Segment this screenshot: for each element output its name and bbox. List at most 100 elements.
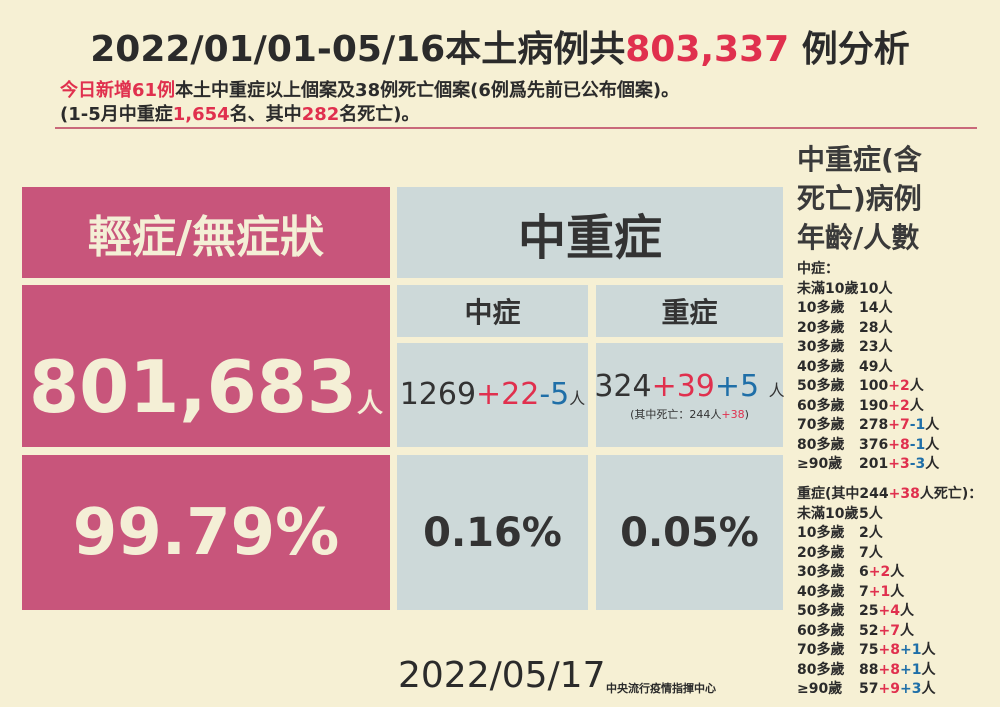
list-row: 未滿10歲5人	[797, 505, 982, 525]
unit: 人	[878, 319, 893, 336]
age: 30多歲	[797, 339, 845, 355]
list-row: 未滿10歲10人	[797, 280, 939, 300]
count: 376	[859, 436, 889, 453]
count: 100	[859, 378, 889, 394]
list-row: 60多歲 52+7人	[797, 622, 982, 642]
unit: 人	[925, 456, 940, 472]
age: 10多歲	[797, 525, 845, 541]
subtitle-text: 名、其中	[229, 104, 302, 125]
change: +3	[899, 681, 922, 697]
unit: 人	[925, 436, 940, 453]
label-text: 人死亡)：	[919, 486, 983, 502]
list-row: 30多歲 23人	[797, 338, 939, 358]
change: +5	[714, 368, 760, 404]
count: 28	[859, 319, 879, 336]
added: +1	[868, 583, 891, 600]
added: +4	[878, 603, 900, 619]
count: 324	[594, 368, 652, 404]
added: +7	[878, 622, 900, 639]
change: +1	[899, 661, 922, 678]
added: +8	[878, 661, 900, 678]
change: -3	[909, 456, 926, 472]
count: 7	[859, 583, 869, 600]
change: -1	[909, 417, 926, 433]
unit: 人	[569, 389, 586, 408]
list-row: 70多歲 278+7-1人	[797, 416, 939, 436]
severe-list: 重症(其中244+38人死亡)： 未滿10歲5人 10多歲 2人 20多歲 7人 30多歲…	[797, 485, 982, 700]
unit: 人	[921, 642, 936, 658]
age: 70多歲	[797, 417, 845, 433]
list-row: ≥90歲 201+3-3人	[797, 455, 939, 475]
age: ≥90歲	[797, 681, 843, 697]
age: 70多歲	[797, 642, 845, 658]
added: +39	[651, 368, 715, 404]
list-row: 30多歲 6+2人	[797, 563, 982, 583]
age: 80多歲	[797, 661, 845, 678]
unit: 人	[878, 280, 893, 297]
count: 7	[859, 544, 869, 561]
count: 801,683	[29, 345, 357, 429]
percent: 99.79%	[72, 495, 340, 570]
unit: 人	[768, 380, 785, 400]
title-text: 2022/01/01-05/16本土病例共	[90, 29, 626, 70]
count: 278	[859, 417, 889, 433]
count: 23	[859, 339, 879, 355]
unit: 人	[899, 603, 914, 619]
count: 57	[859, 681, 879, 697]
count: 88	[859, 661, 879, 678]
unit: 人	[921, 661, 936, 678]
unit: 人	[909, 397, 924, 414]
severe-subheader: 重症	[596, 285, 783, 337]
moderate-list: 中症： 未滿10歲10人 10多歲 14人 20多歲 28人 30多歲 23 人 40多歲 49 人…	[797, 260, 939, 475]
age: 40多歲	[797, 358, 845, 375]
unit: 人	[868, 544, 883, 561]
age: 80多歲	[797, 436, 845, 453]
age: 10多歲	[797, 300, 845, 316]
mild-count: 801,683 人	[22, 285, 390, 447]
list-label: 重症(其中244+38人死亡)：	[797, 485, 982, 505]
subtitle-text: (1-5月中重症	[60, 104, 173, 125]
subtitle-text: 1,654	[172, 104, 230, 125]
change: -1	[909, 436, 926, 453]
list-row: 10多歲 14人	[797, 299, 939, 319]
unit: 人	[921, 681, 936, 697]
subtitle-text: 名死亡)。	[339, 104, 420, 125]
age: 60多歲	[797, 622, 845, 639]
list-row: 50多歲 100+2人	[797, 377, 939, 397]
count: 10	[859, 280, 879, 297]
list-label: 中症：	[797, 261, 839, 277]
list-row: 20多歲 28人	[797, 319, 939, 339]
count: 1269	[399, 377, 477, 412]
subtitle-text: 本土中重症以上個案及38例死亡個案(6例爲先前已公布個案)。	[175, 80, 680, 101]
age: 30多歲	[797, 564, 845, 580]
organization: 中央流行疫情指揮中心	[606, 682, 716, 695]
list-row: 80多歲 376+8-1人	[797, 436, 939, 456]
age: 50多歲	[797, 603, 845, 619]
percent: 0.05%	[620, 509, 759, 556]
title-number: 803,337	[625, 29, 790, 70]
count: 5	[859, 505, 869, 522]
unit: 人	[925, 417, 940, 433]
added: +2	[888, 397, 910, 414]
mild-pct: 99.79%	[22, 455, 390, 610]
count: 201	[859, 456, 889, 472]
added: +2	[868, 564, 891, 580]
unit: 人	[890, 583, 905, 600]
header-text: 中症	[464, 296, 521, 329]
unit: 人	[356, 389, 383, 419]
unit: 人	[899, 622, 914, 639]
age: 60多歲	[797, 397, 845, 414]
age: 未滿10歲	[797, 505, 859, 522]
change: +1	[899, 642, 922, 658]
list-row: 40多歲 7+1人	[797, 583, 982, 603]
age: 20多歲	[797, 544, 845, 561]
age: 40多歲	[797, 583, 845, 600]
count: 49	[859, 358, 879, 375]
side-title-line: 中重症(含	[797, 143, 922, 176]
header-text: 輕症/無症狀	[87, 211, 325, 263]
added: +2	[888, 378, 910, 394]
unit: 人	[868, 525, 883, 541]
list-row: ≥90歲 57+9+3人	[797, 680, 982, 700]
added: +7	[888, 417, 910, 433]
